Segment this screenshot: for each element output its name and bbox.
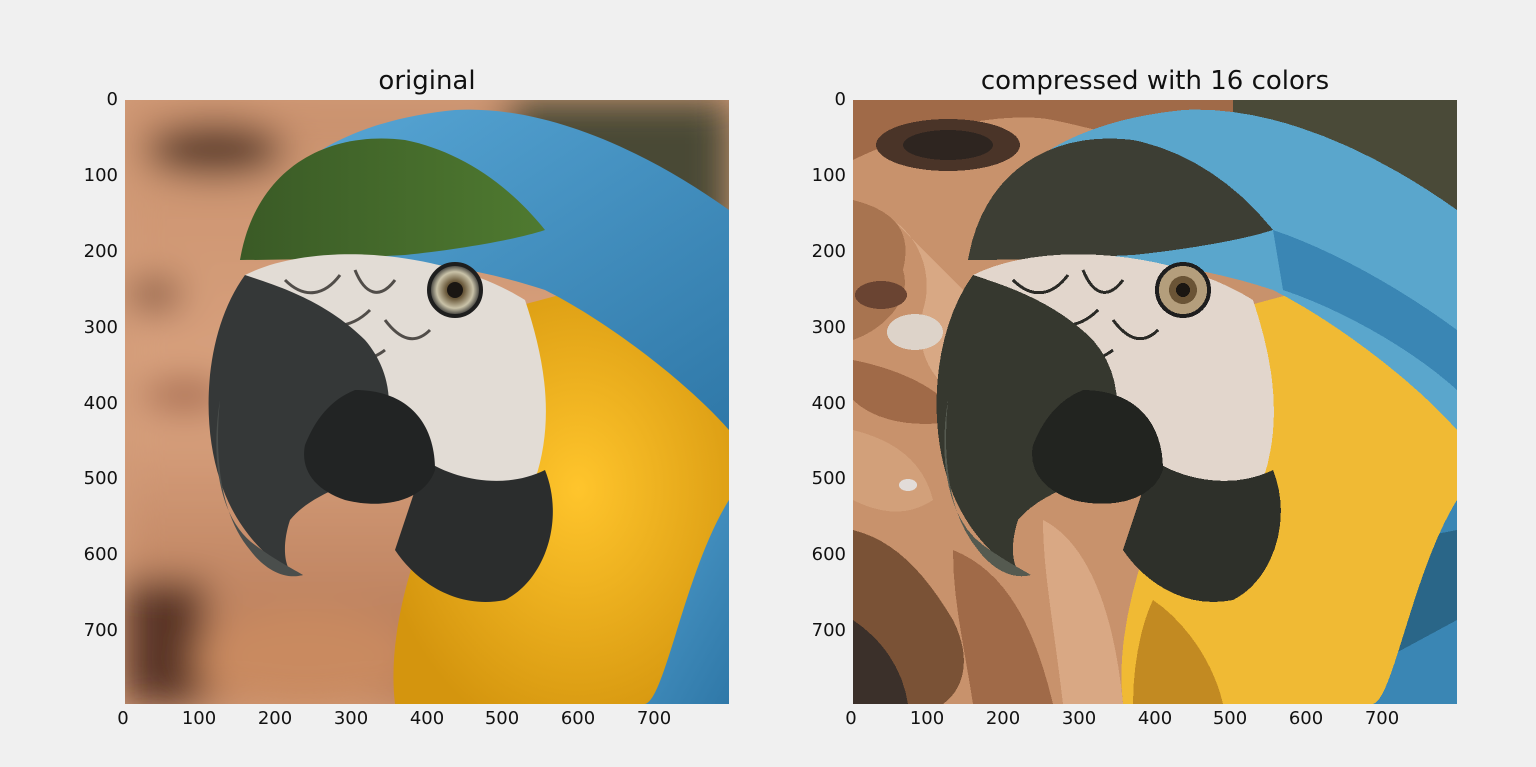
x-tick-label: 300 [1061,708,1097,729]
y-tick-label: 300 [83,317,118,338]
x-tick-label: 500 [1212,708,1248,729]
y-tick-label: 700 [83,620,118,641]
y-tick-label: 500 [811,468,846,489]
y-tick-label: 700 [811,620,846,641]
y-tick-label: 500 [83,468,118,489]
y-tick-label: 400 [83,393,118,414]
y-tick-label: 0 [834,89,846,110]
x-tick-label: 0 [845,708,857,729]
x-tick-label: 600 [1288,708,1324,729]
x-tick-label: 0 [117,708,129,729]
x-tick-label: 100 [909,708,945,729]
panel-compressed: compressed with 16 colors 0 100 200 300 … [728,0,1488,767]
y-tick-label: 200 [83,241,118,262]
x-tick-label: 100 [181,708,217,729]
x-tick-label: 200 [985,708,1021,729]
x-tick-label: 500 [484,708,520,729]
x-tick-label: 400 [409,708,445,729]
panel-title: original [378,66,476,96]
y-tick-label: 300 [811,317,846,338]
panel-title: compressed with 16 colors [980,66,1330,96]
y-tick-label: 600 [811,544,846,565]
parrot-photo-compressed [853,100,1457,704]
y-tick-label: 100 [83,165,118,186]
x-tick-label: 600 [560,708,596,729]
x-tick-label: 400 [1137,708,1173,729]
x-tick-label: 300 [333,708,369,729]
x-tick-label: 200 [257,708,293,729]
y-tick-label: 200 [811,241,846,262]
panel-original: original 0 100 200 300 400 500 600 700 [0,0,760,767]
parrot-photo-original [125,100,729,704]
y-tick-label: 100 [811,165,846,186]
x-tick-label: 700 [1364,708,1400,729]
y-tick-label: 600 [83,544,118,565]
y-tick-label: 400 [811,393,846,414]
x-tick-label: 700 [636,708,672,729]
y-tick-label: 0 [106,89,118,110]
